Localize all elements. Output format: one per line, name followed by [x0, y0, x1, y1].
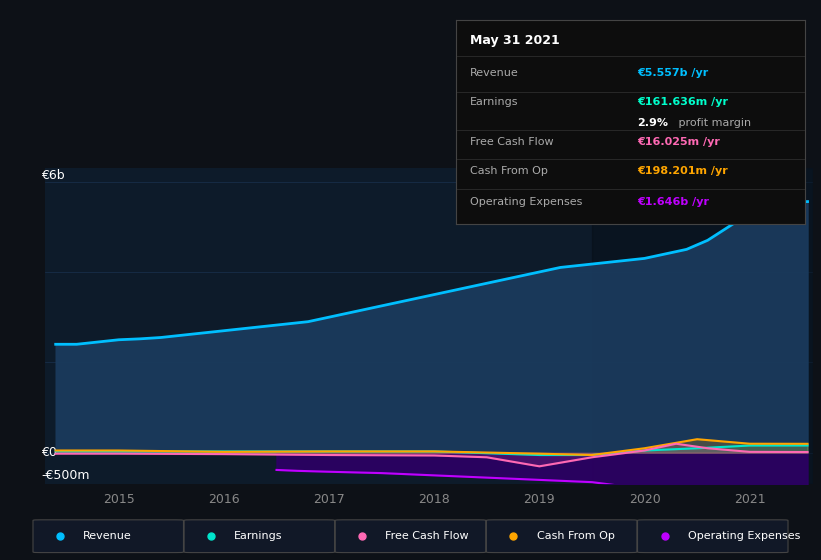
Text: 2020: 2020: [629, 493, 660, 506]
Text: Earnings: Earnings: [470, 97, 518, 108]
FancyBboxPatch shape: [184, 520, 335, 553]
Text: Operating Expenses: Operating Expenses: [470, 197, 582, 207]
Text: Revenue: Revenue: [470, 68, 518, 78]
Text: Free Cash Flow: Free Cash Flow: [385, 531, 469, 541]
Text: 2015: 2015: [103, 493, 135, 506]
Text: May 31 2021: May 31 2021: [470, 34, 559, 47]
Text: Cash From Op: Cash From Op: [470, 166, 548, 176]
Text: €16.025m /yr: €16.025m /yr: [637, 137, 720, 147]
FancyBboxPatch shape: [638, 520, 788, 553]
Text: €6b: €6b: [41, 169, 65, 181]
Text: €5.557b /yr: €5.557b /yr: [637, 68, 709, 78]
FancyBboxPatch shape: [486, 520, 637, 553]
Text: Cash From Op: Cash From Op: [537, 531, 614, 541]
FancyBboxPatch shape: [33, 520, 183, 553]
Text: Free Cash Flow: Free Cash Flow: [470, 137, 553, 147]
Text: 2021: 2021: [734, 493, 765, 506]
Text: €0: €0: [41, 446, 57, 459]
Text: 2019: 2019: [524, 493, 555, 506]
Text: 2018: 2018: [419, 493, 450, 506]
Text: 2017: 2017: [313, 493, 345, 506]
Text: -€500m: -€500m: [41, 469, 89, 482]
Text: Earnings: Earnings: [234, 531, 282, 541]
Text: Operating Expenses: Operating Expenses: [688, 531, 800, 541]
Text: Revenue: Revenue: [83, 531, 132, 541]
Bar: [592, 168, 813, 484]
Text: profit margin: profit margin: [676, 118, 751, 128]
Text: €1.646b /yr: €1.646b /yr: [637, 197, 709, 207]
Text: 2016: 2016: [208, 493, 240, 506]
FancyBboxPatch shape: [335, 520, 486, 553]
Text: €198.201m /yr: €198.201m /yr: [637, 166, 728, 176]
Text: 2.9%: 2.9%: [637, 118, 668, 128]
Text: €161.636m /yr: €161.636m /yr: [637, 97, 728, 108]
